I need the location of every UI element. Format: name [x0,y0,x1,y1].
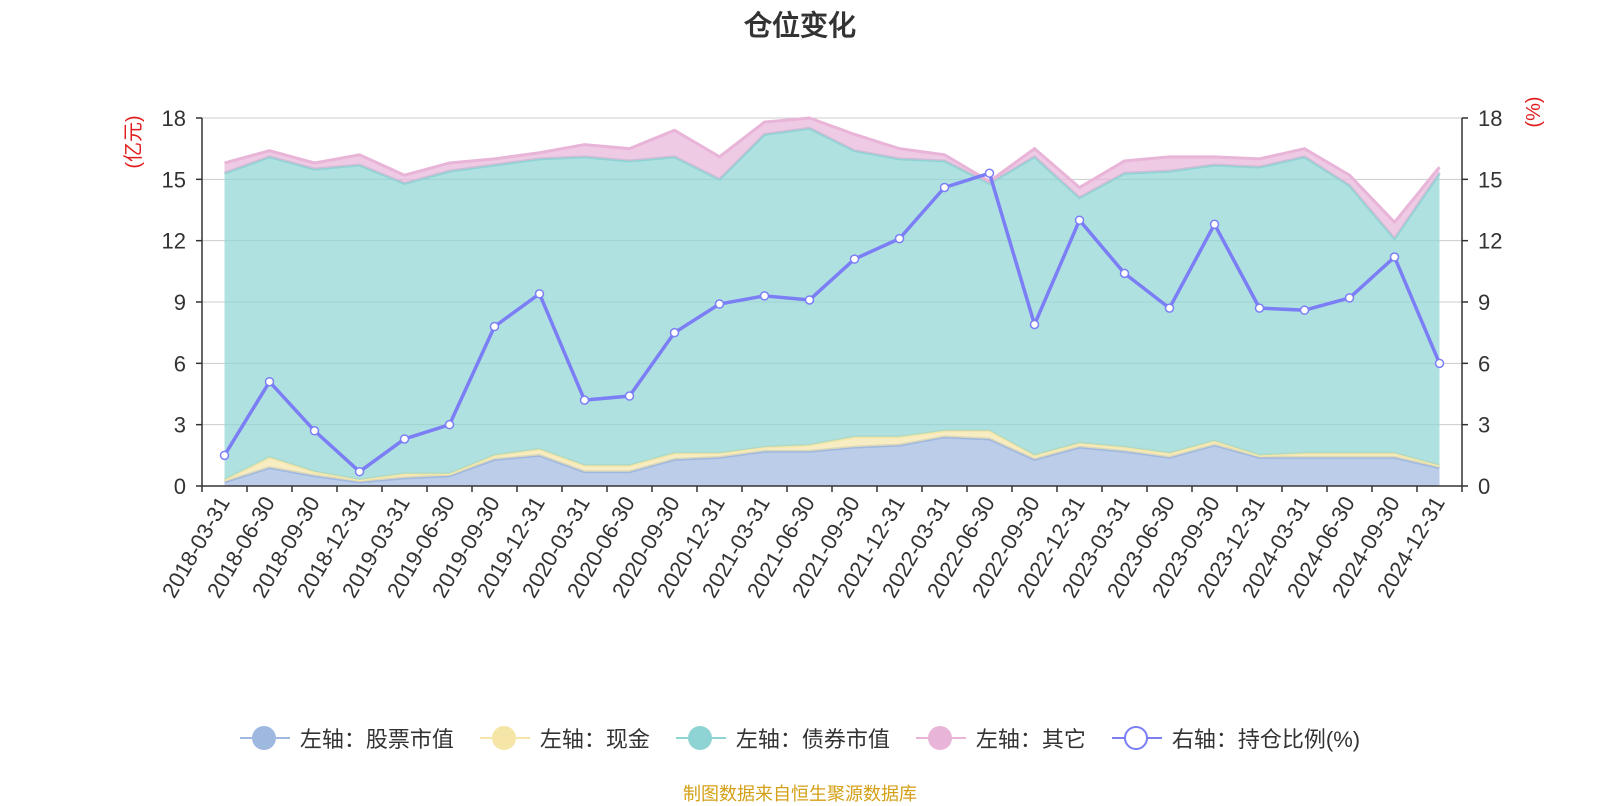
legend-swatch [915,725,966,751]
right-tick-label: 9 [1478,290,1490,315]
line-point [579,395,590,405]
area-左轴：债券市值 [224,128,1440,480]
line-point [984,168,995,178]
left-tick-label: 6 [174,351,186,376]
area-edge-左轴：其它 [224,116,1441,225]
line-point [309,426,320,436]
line-point [714,299,725,309]
line-point [939,182,950,193]
legend-label: 左轴：股票市值 [299,727,454,752]
line-point [1434,358,1445,369]
legend-label: 右轴：持仓比例(%) [1171,727,1361,752]
line-point [354,466,365,477]
legend-label: 左轴：其它 [975,727,1086,752]
line-point [1344,293,1355,303]
line-point [1074,215,1085,225]
legend-swatch [239,725,290,751]
left-tick-label: 0 [174,474,186,499]
line-point [1119,268,1130,279]
line-series [223,170,1442,474]
line-point [669,327,680,338]
legend-item[interactable]: 左轴：股票市值 [239,722,454,754]
legend-item[interactable]: 左轴：债券市值 [675,722,890,754]
line-point [1299,305,1310,315]
line-point [1254,303,1265,313]
line-point [489,321,500,332]
right-tick-label: 18 [1478,106,1502,131]
line-layer [219,168,1445,477]
left-tick-label: 15 [162,167,186,192]
line-point [399,434,410,444]
right-tick-label: 0 [1478,474,1490,499]
line-point [1029,319,1040,330]
left-axis-unit: (亿元) [122,115,145,168]
left-tick-label: 18 [162,106,186,131]
line-point [759,291,770,301]
left-tick-label: 12 [162,229,186,254]
line-point [804,295,815,305]
line-point [1209,219,1220,230]
legend-item[interactable]: 左轴：其它 [915,722,1086,754]
line-point [444,419,455,430]
line-point [219,450,230,461]
legend-label: 左轴：债券市值 [735,727,890,752]
right-tick-label: 6 [1478,351,1490,376]
legend: 左轴：股票市值 左轴：现金 左轴：债券市值 左轴：其它 右轴：持仓比例(%) [0,722,1600,754]
area-左轴：股票市值 [224,436,1440,486]
left-tick-label: 9 [174,290,186,315]
legend-swatch [1111,725,1162,751]
area-layer [223,116,1441,486]
line-point [534,289,545,299]
legend-swatch [675,725,726,751]
legend-swatch [479,725,530,751]
right-tick-label: 3 [1478,413,1490,438]
line-point [624,391,635,401]
right-axis-unit: (%) [1523,96,1545,127]
line-point [1164,303,1175,313]
line-point [1389,252,1400,262]
left-tick-label: 3 [174,413,186,438]
line-point [849,254,860,264]
right-tick-label: 12 [1478,229,1502,254]
legend-item[interactable]: 左轴：现金 [479,722,650,754]
legend-item[interactable]: 右轴：持仓比例(%) [1111,722,1361,754]
line-point [264,376,275,387]
legend-label: 左轴：现金 [539,727,650,752]
source-note: 制图数据来自恒生聚源数据库 [683,784,917,804]
line-point [894,233,905,244]
chart-title: 仓位变化 [743,10,856,41]
right-tick-label: 15 [1478,167,1502,192]
